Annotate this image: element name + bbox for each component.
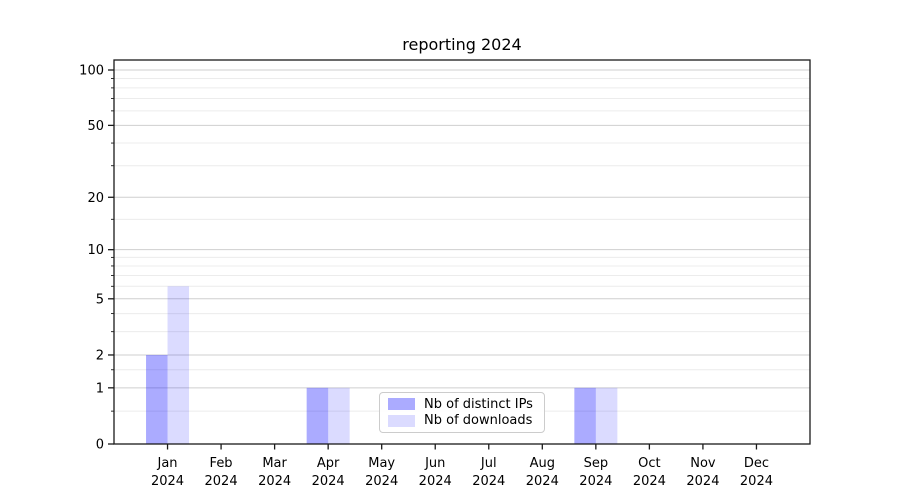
bar-downloads-Jan: [167, 286, 190, 444]
x-tick-label-year: 2024: [633, 474, 666, 489]
x-tick-label-month: May: [368, 456, 395, 471]
x-tick-label-month: Apr: [317, 456, 340, 471]
bar-ips-Sep: [574, 387, 596, 444]
x-tick-label-month: Dec: [744, 456, 769, 471]
x-tick-label-year: 2024: [151, 474, 184, 489]
chart-title: reporting 2024: [402, 35, 522, 54]
y-tick-label: 20: [87, 191, 104, 206]
x-tick-label-year: 2024: [258, 474, 291, 489]
y-tick-label: 2: [96, 348, 104, 363]
legend-row-ips: Nb of distinct IPs: [388, 397, 536, 412]
legend-label-ips: Nb of distinct IPs: [424, 396, 533, 412]
x-tick-label-month: Feb: [210, 456, 233, 471]
y-tick-label: 10: [87, 243, 104, 258]
x-tick-label-year: 2024: [740, 474, 773, 489]
bar-downloads-Apr: [328, 387, 350, 444]
x-tick-label-month: Jan: [157, 456, 178, 471]
legend-swatch-ips: [388, 398, 415, 411]
x-tick-label-year: 2024: [205, 474, 238, 489]
x-tick-label-year: 2024: [526, 474, 559, 489]
x-tick-label-year: 2024: [686, 474, 719, 489]
legend: Nb of distinct IPs Nb of downloads: [379, 392, 545, 433]
x-tick-label-year: 2024: [365, 474, 398, 489]
x-tick-label-month: Mar: [262, 456, 287, 471]
y-tick-label: 5: [96, 292, 104, 307]
x-tick-label-month: Jun: [424, 456, 445, 471]
x-tick-label-month: Nov: [690, 456, 716, 471]
legend-label-downloads: Nb of downloads: [424, 413, 533, 429]
x-tick-label-year: 2024: [312, 474, 345, 489]
y-tick-label: 100: [79, 64, 104, 79]
legend-row-downloads: Nb of downloads: [388, 413, 536, 428]
x-tick-label-month: Aug: [530, 456, 555, 471]
bar-downloads-Sep: [595, 387, 618, 444]
x-tick-label-month: Jul: [480, 456, 497, 471]
legend-swatch-downloads: [388, 414, 415, 427]
x-tick-label-year: 2024: [419, 474, 452, 489]
y-tick-label: 0: [96, 438, 104, 453]
plot-border: [113, 59, 811, 445]
y-tick-label: 50: [87, 119, 104, 134]
bar-ips-Apr: [306, 387, 329, 444]
x-tick-label-month: Sep: [584, 456, 609, 471]
x-tick-label-year: 2024: [579, 474, 612, 489]
y-tick-label: 1: [96, 381, 104, 396]
x-tick-label-month: Oct: [638, 456, 660, 471]
bar-ips-Jan: [146, 354, 168, 444]
x-tick-label-year: 2024: [472, 474, 505, 489]
